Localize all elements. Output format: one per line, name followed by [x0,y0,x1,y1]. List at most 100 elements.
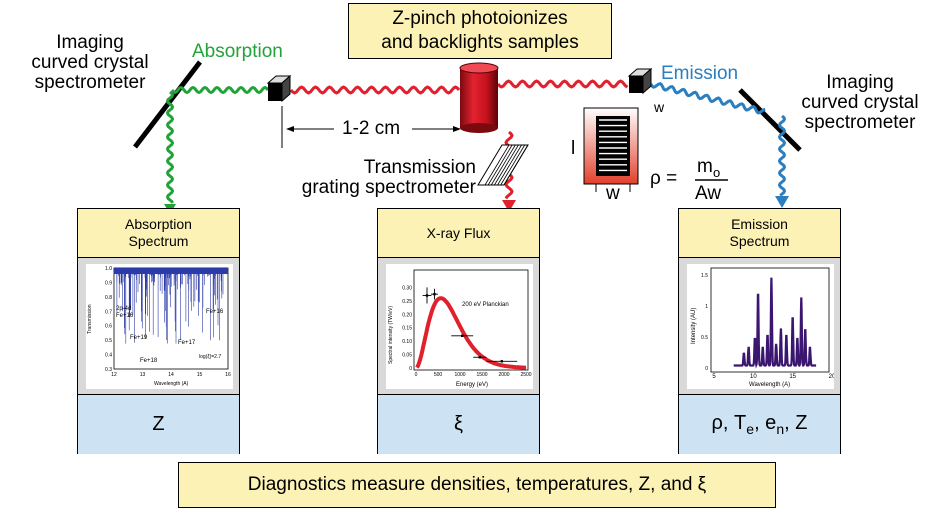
absorption-xtick: 12 [111,372,117,378]
flux-measurement [430,288,438,300]
right-crystal [738,88,802,152]
backlight-beam-right [496,79,629,89]
emission-ytick: 1 [705,304,708,310]
emission-ytick: 0.5 [701,335,708,341]
emission-plot-area: 1.5 1 0.5 0 5 10 15 20 Intensity (AU) Waveleng… [679,258,840,395]
absorption-annotation-2p4d: 2p-4d [116,306,131,312]
absorption-panel-title: Absorption Spectrum [78,209,239,258]
absorption-ytick: 0.4 [105,353,112,359]
absorption-ylabel: Transmission [87,304,93,334]
planckian-curve [415,296,526,370]
absorption-annotation-fe18: Fe+18 [140,358,158,364]
right-spectrometer-label: Imaging curved crystal spectrometer [778,73,942,133]
flux-xtick: 1000 [454,372,465,378]
flux-measurement [473,356,487,359]
right-spectrometer-line-2: curved crystal [801,92,919,113]
emission-ytick: 1.5 [701,273,708,279]
left-crystal [133,60,202,149]
absorption-spectrum-chart: 1.0 0.9 0.8 0.7 0.6 0.5 0.4 0.3 12 13 14 15 16 Tran… [87,266,231,387]
flux-ytick: 0.25 [402,299,412,305]
z-pinch-cylinder [459,62,499,133]
emission-xtick: 20 [829,374,834,380]
emission-spectrum-line [733,277,817,369]
emission-plot: 1.5 1 0.5 0 5 10 15 20 Intensity (AU) Waveleng… [687,264,836,389]
absorption-annotation-log: log(ξ)=2.7 [199,354,221,360]
xray-flux-chart: 0.30 0.25 0.20 0.15 0.10 0.05 0 0 500 1000 1500 20… [388,269,532,388]
transmission-label: Transmission grating spectrometer [278,158,476,198]
right-spectrometer-line-1: Imaging [826,72,894,93]
absorption-xlabel: Wavelength (A) [154,381,189,387]
flux-arrowhead [502,200,516,212]
absorption-ytick: 0.6 [105,324,112,330]
left-sample-cube [266,74,292,103]
flux-measurement [451,334,474,337]
left-spectrometer-line-1: Imaging [56,32,124,53]
flux-ytick: 0.15 [402,326,412,332]
flux-ytick: 0.20 [402,312,412,318]
formula-rho: ρ = [650,168,677,189]
absorption-ytick: 0.8 [105,295,112,301]
absorption-plot: 1.0 0.9 0.8 0.7 0.6 0.5 0.4 0.3 12 13 14 15 16 Tran… [86,264,233,389]
flux-ylabel: Spectral intensity (TW/eV) [388,306,394,364]
flux-legend: 200 eV Planckian [462,302,509,308]
flux-plot-area: 0.30 0.25 0.20 0.15 0.10 0.05 0 0 500 1000 1500 20… [378,258,539,395]
transmission-line-2: grating spectrometer [301,177,476,198]
right-spectrometer-line-3: spectrometer [804,112,916,133]
right-cube-w-label: w [653,99,665,115]
flux-xtick: 2000 [498,372,509,378]
flux-panel: X-ray Flux 0.30 0.25 0.20 0.15 0.10 0.05 0 0 50… [377,208,540,454]
absorption-panel: Absorption Spectrum 1.0 0.9 0.8 0.7 0.6 0.5 0.… [77,208,240,454]
absorption-ytick: 0.7 [105,309,112,315]
absorption-annotation-fe17: Fe+17 [178,340,196,346]
flux-panel-title: X-ray Flux [378,209,539,258]
absorption-label: Absorption [192,41,283,62]
emission-beam-vertical [777,114,787,197]
absorption-beam-horizontal [170,85,270,95]
absorption-ytick: 0.3 [105,367,112,373]
emission-label: Emission [661,63,739,84]
absorption-xtick: 13 [140,372,146,378]
transmission-grating [477,144,529,186]
emission-spectrum-chart: 1.5 1 0.5 0 5 10 15 20 Intensity (AU) Waveleng… [691,267,836,388]
flux-ytick: 0 [409,366,412,372]
absorption-ytick: 1.0 [105,266,112,272]
left-spectrometer-line-3: spectrometer [34,72,146,93]
flux-ytick: 0.05 [402,353,412,359]
absorption-panel-footer: Z [78,395,239,454]
emission-ylabel: Intensity (AU) [691,308,697,344]
distance-label: 1-2 cm [340,118,403,139]
left-spectrometer-label: Imaging curved crystal spectrometer [2,33,178,93]
flux-xtick: 0 [415,372,418,378]
sample-w-label: w [605,183,620,204]
emission-footer-text: ρ, Te, en, Z [711,412,808,437]
emission-panel-footer: ρ, Te, en, Z [679,395,840,454]
emission-xtick: 5 [712,374,716,380]
title-box: Z-pinch photoionizes and backlights samp… [348,3,612,59]
absorption-annotation-fe16-left: Fe+16 [116,313,134,319]
right-sample-cube [627,67,653,95]
flux-xtick: 500 [434,372,443,378]
absorption-annotation-fe16-right: Fe+16 [206,309,224,315]
absorption-xtick: 14 [168,372,174,378]
flux-panel-footer: ξ [378,395,539,454]
flux-plot: 0.30 0.25 0.20 0.15 0.10 0.05 0 0 500 1000 1500 20… [386,264,533,389]
flux-xtick: 2500 [520,372,531,378]
emission-xtick: 15 [789,374,796,380]
formula-numerator: m [697,156,713,177]
flux-xtick: 1500 [476,372,487,378]
emission-xlabel: Wavelength (A) [749,382,790,388]
left-spectrometer-line-2: curved crystal [31,52,149,73]
title-line-2: and backlights samples [381,32,579,53]
emission-panel-title: Emission Spectrum [679,209,840,258]
emission-arrowhead [775,196,789,208]
flux-ytick: 0.30 [402,285,412,291]
sample-l-label: l [571,138,575,159]
flux-xlabel: Energy (eV) [456,382,488,388]
absorption-xtick: 15 [197,372,203,378]
flux-ytick: 0.10 [402,339,412,345]
flux-measurement [422,287,432,304]
formula-denominator: Aw [695,183,721,204]
absorption-annotation-fe19: Fe+19 [130,335,148,341]
backlight-beam-left [289,85,461,95]
